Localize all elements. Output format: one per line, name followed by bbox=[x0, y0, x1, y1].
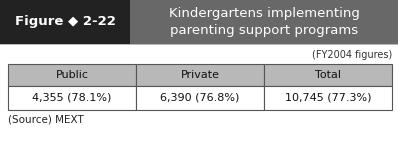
Text: Public: Public bbox=[55, 70, 88, 80]
Text: 10,745 (77.3%): 10,745 (77.3%) bbox=[285, 93, 371, 103]
Bar bbox=[8, 86, 136, 110]
Text: Private: Private bbox=[181, 70, 220, 80]
Bar bbox=[136, 86, 264, 110]
Bar bbox=[130, 0, 398, 44]
Bar bbox=[136, 64, 264, 86]
Bar bbox=[264, 86, 392, 110]
Bar bbox=[0, 0, 130, 44]
Text: Figure ◆ 2-22: Figure ◆ 2-22 bbox=[15, 16, 115, 29]
Bar bbox=[8, 64, 136, 86]
Text: 4,355 (78.1%): 4,355 (78.1%) bbox=[32, 93, 112, 103]
Text: 6,390 (76.8%): 6,390 (76.8%) bbox=[160, 93, 240, 103]
Text: (FY2004 figures): (FY2004 figures) bbox=[312, 50, 392, 60]
Text: Total: Total bbox=[315, 70, 341, 80]
Bar bbox=[264, 64, 392, 86]
Text: Kindergartens implementing
parenting support programs: Kindergartens implementing parenting sup… bbox=[169, 7, 359, 37]
Bar bbox=[0, 44, 398, 167]
Text: (Source) MEXT: (Source) MEXT bbox=[8, 114, 84, 124]
